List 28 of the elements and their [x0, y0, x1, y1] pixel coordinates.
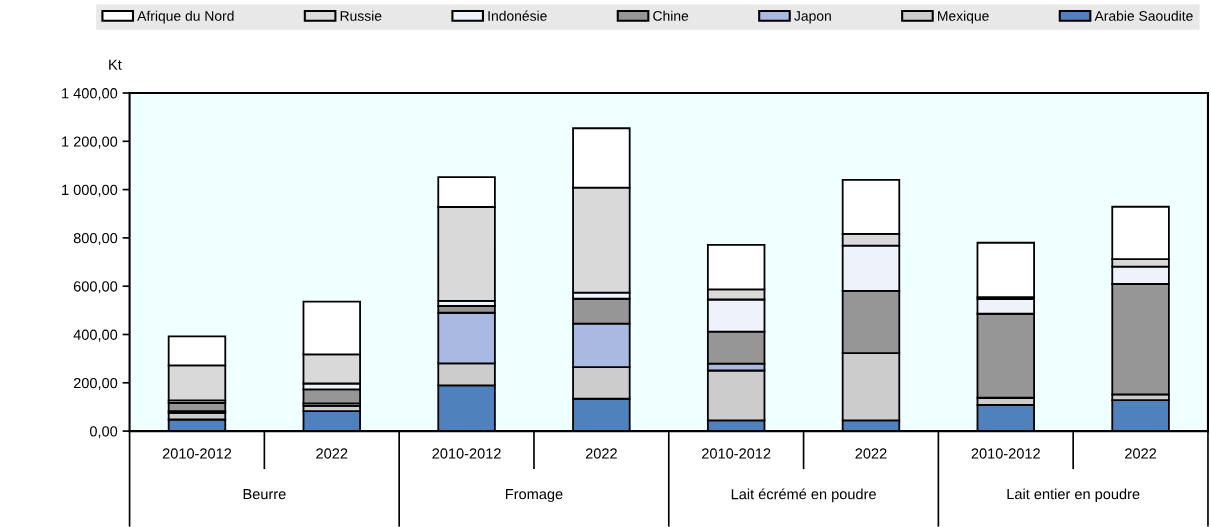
- y-tick-label: 1 400,00: [62, 88, 118, 101]
- legend-label: Chine: [653, 10, 689, 21]
- x-tick-label: 2010-2012: [162, 448, 232, 459]
- x-tick-label: 2010-2012: [432, 448, 501, 459]
- y-tick-label: 600,00: [73, 281, 118, 294]
- x-tick-label: 2010-2012: [702, 448, 771, 459]
- legend-label: Mexique: [938, 10, 989, 24]
- y-tick-label: 0,00: [89, 426, 118, 439]
- text: Beurre: [243, 489, 286, 500]
- legend-label: Japon: [794, 11, 831, 24]
- text: Lait entier en poudre: [1007, 488, 1140, 503]
- x-tick-label: 2022: [585, 448, 617, 459]
- x-tick-label: 2022: [316, 448, 348, 459]
- legend-label: Russie: [340, 10, 382, 21]
- y-tick-label: 800,00: [73, 233, 118, 246]
- y-tick-label: 1 200,00: [62, 136, 118, 149]
- legend-label: Indonésie: [488, 10, 547, 21]
- y-tick-label: 1 000,00: [62, 184, 118, 197]
- y-axis-title: Kt: [109, 59, 122, 70]
- legend-label: Arabie Saoudite: [1094, 10, 1193, 21]
- text: Lait écrémé en poudre: [731, 488, 876, 503]
- x-tick-label: 2010-2012: [971, 448, 1040, 459]
- text: Fromage: [506, 489, 563, 503]
- y-tick-label: 400,00: [73, 329, 118, 342]
- legend-label: Afrique du Nord: [137, 10, 234, 24]
- x-tick-label: 2022: [1125, 448, 1157, 459]
- y-tick-label: 200,00: [73, 377, 118, 390]
- x-tick-label: 2022: [855, 448, 887, 459]
